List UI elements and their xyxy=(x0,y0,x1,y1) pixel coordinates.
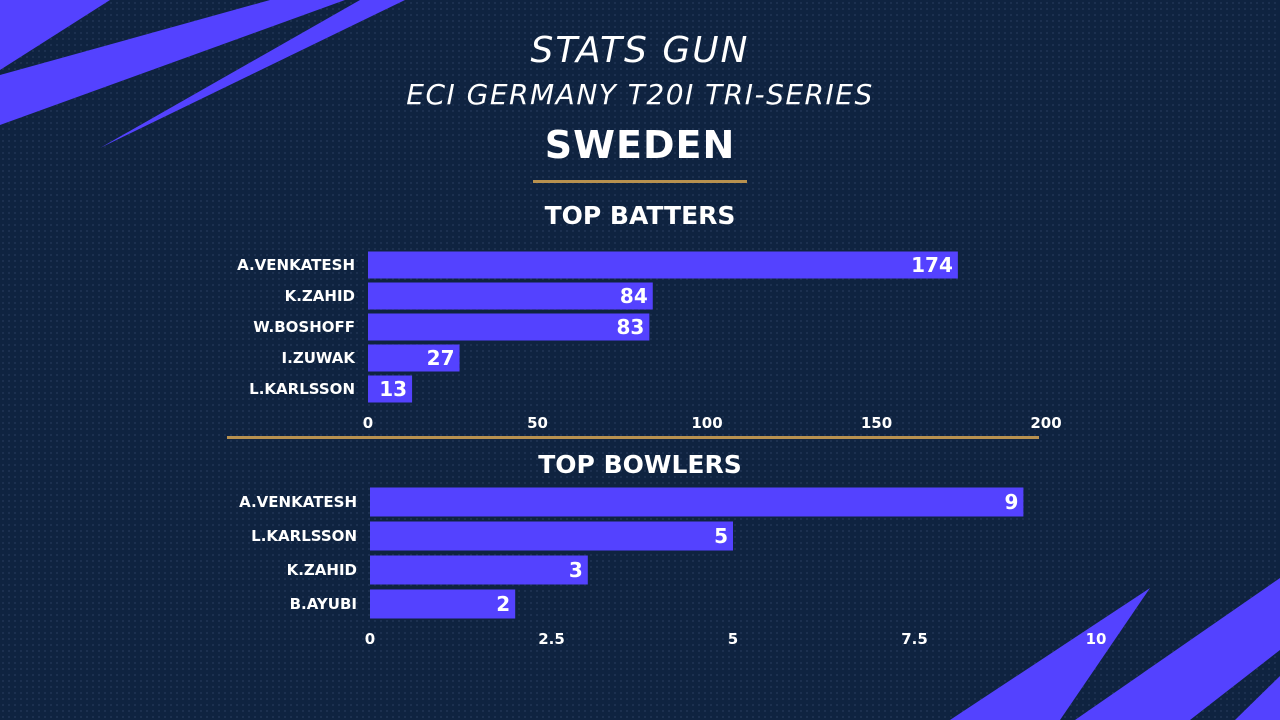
bar-value-label: 13 xyxy=(379,377,407,401)
bar-value-label: 84 xyxy=(620,284,648,308)
category-label: L.KARLSSON xyxy=(251,527,357,545)
bar-value-label: 5 xyxy=(714,524,728,548)
x-tick-label: 10 xyxy=(1086,630,1107,648)
category-label: K.ZAHID xyxy=(287,561,357,579)
gold-divider xyxy=(227,436,1039,439)
batters-chart-title: TOP BATTERS xyxy=(544,201,736,230)
bar xyxy=(370,589,516,619)
bar xyxy=(368,251,958,279)
x-tick-label: 5 xyxy=(728,630,738,648)
bar-value-label: 83 xyxy=(617,315,645,339)
bar-value-label: 3 xyxy=(569,558,583,582)
category-label: B.AYUBI xyxy=(290,595,357,613)
bowlers-chart-title: TOP BOWLERS xyxy=(538,450,742,479)
brand-subtitle: ECI GERMANY T20I TRI-SERIES xyxy=(406,78,874,111)
x-tick-label: 7.5 xyxy=(901,630,928,648)
category-label: A.VENKATESH xyxy=(239,493,357,511)
bar xyxy=(370,521,733,551)
category-label: W.BOSHOFF xyxy=(253,318,355,336)
x-tick-label: 0 xyxy=(363,414,373,432)
category-label: K.ZAHID xyxy=(285,287,355,305)
bar-value-label: 27 xyxy=(427,346,455,370)
category-label: L.KARLSSON xyxy=(249,380,355,398)
bar xyxy=(368,282,653,310)
bar xyxy=(370,555,588,585)
decor-stripe xyxy=(1075,578,1280,720)
brand-title: STATS GUN xyxy=(530,30,750,71)
bar xyxy=(368,313,650,341)
bar xyxy=(368,375,413,403)
x-tick-label: 0 xyxy=(365,630,375,648)
x-tick-label: 150 xyxy=(861,414,892,432)
category-label: I.ZUWAK xyxy=(282,349,357,367)
decor-stripe xyxy=(0,0,345,125)
gold-divider xyxy=(533,180,747,183)
decor-stripe xyxy=(950,588,1150,720)
decor-stripe xyxy=(0,0,110,70)
category-label: A.VENKATESH xyxy=(237,256,355,274)
bar-value-label: 2 xyxy=(496,592,510,616)
bar-value-label: 174 xyxy=(911,253,953,277)
x-tick-label: 50 xyxy=(527,414,548,432)
x-tick-label: 100 xyxy=(691,414,722,432)
bar-value-label: 9 xyxy=(1004,490,1018,514)
decor-stripe xyxy=(100,0,405,148)
team-name: SWEDEN xyxy=(544,123,736,167)
bar xyxy=(368,344,460,372)
x-tick-label: 200 xyxy=(1030,414,1061,432)
x-tick-label: 2.5 xyxy=(538,630,565,648)
decor-stripe xyxy=(1235,676,1280,720)
bar xyxy=(370,487,1024,517)
